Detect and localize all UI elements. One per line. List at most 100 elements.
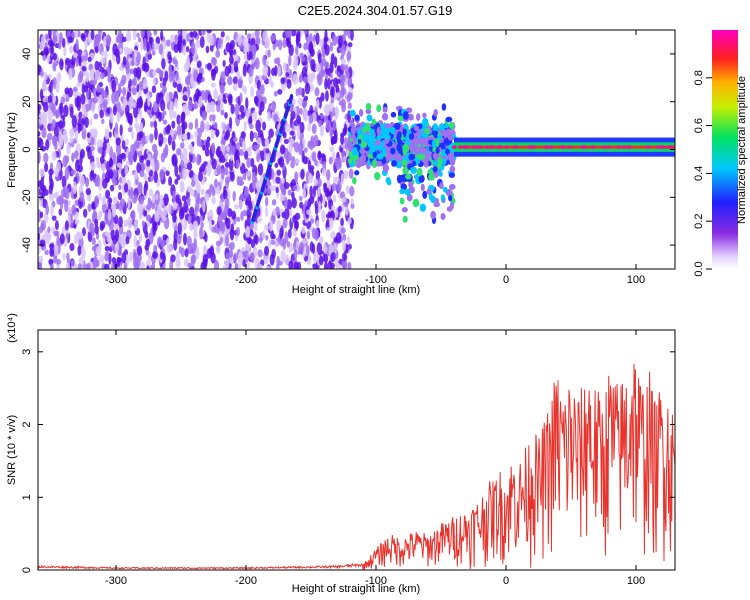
spectrogram-point bbox=[223, 185, 227, 196]
spectrogram-point bbox=[63, 104, 69, 118]
spectrogram-point bbox=[418, 153, 426, 160]
spectrogram-point bbox=[241, 140, 247, 153]
spectrogram-point bbox=[112, 169, 118, 179]
spectrogram-point bbox=[402, 166, 410, 175]
spectrogram-point bbox=[293, 248, 298, 260]
spectrogram-point bbox=[397, 115, 405, 122]
spectrogram-point bbox=[102, 195, 106, 205]
spectrogram-point bbox=[216, 245, 221, 254]
spectrogram-point bbox=[306, 209, 312, 215]
spectrogram-point bbox=[258, 237, 263, 244]
spectrogram-point bbox=[196, 76, 200, 83]
spectrogram-point bbox=[162, 85, 167, 93]
spectrogram-point bbox=[160, 239, 166, 248]
spectrogram-point bbox=[235, 158, 240, 170]
spectrogram-point bbox=[194, 131, 199, 138]
spectrogram-point bbox=[229, 54, 234, 65]
spectrogram-point bbox=[204, 232, 208, 243]
spectrogram-point bbox=[112, 196, 118, 204]
spectrogram-point bbox=[346, 51, 352, 62]
spectrogram-point bbox=[188, 143, 193, 151]
spectrogram-point bbox=[341, 197, 347, 203]
spectrogram-point bbox=[66, 143, 71, 155]
spectrogram-point bbox=[560, 145, 566, 149]
spectrogram-point bbox=[209, 101, 216, 109]
spectrogram-point bbox=[201, 105, 206, 112]
spectrogram-point bbox=[109, 184, 115, 192]
spectrogram-point bbox=[78, 123, 83, 132]
spectrogram-point bbox=[64, 220, 69, 231]
spectrogram-point bbox=[412, 198, 420, 208]
spectrogram-point bbox=[215, 49, 221, 59]
spectrogram-point bbox=[257, 94, 263, 101]
spectrogram-point bbox=[208, 221, 213, 231]
spectrogram-point bbox=[161, 58, 166, 70]
spectrogram-point bbox=[117, 191, 123, 201]
spectrogram-point bbox=[340, 227, 346, 234]
spectrogram-point bbox=[221, 168, 225, 180]
spectrogram-point bbox=[196, 190, 201, 204]
spectrogram-point bbox=[187, 162, 193, 171]
spectrogram-point bbox=[330, 53, 335, 65]
spectrogram-point bbox=[146, 159, 151, 167]
spectrogram-point bbox=[504, 145, 510, 149]
snr-y-label: SNR (10 * v/v) bbox=[6, 415, 18, 485]
spectrogram-point bbox=[65, 232, 69, 239]
spectrogram-point bbox=[270, 229, 274, 240]
spectrogram-point bbox=[52, 96, 57, 103]
spectrogram-point bbox=[55, 81, 60, 93]
spectrogram-point bbox=[347, 157, 353, 165]
spectrogram-x-ticks: -300 -200 -100 0 100 bbox=[105, 30, 645, 286]
spectrogram-point bbox=[328, 156, 333, 165]
spectrogram-point bbox=[408, 153, 416, 161]
spectrogram-point bbox=[136, 83, 140, 93]
spectrogram-point bbox=[225, 252, 231, 260]
spectrogram-point bbox=[350, 202, 355, 209]
spectrogram-point bbox=[138, 195, 145, 205]
spectrogram-point bbox=[441, 103, 447, 111]
spectrogram-point bbox=[187, 215, 192, 224]
spectrogram-point bbox=[146, 41, 150, 53]
spectrogram-point bbox=[175, 250, 180, 261]
spectrogram-point bbox=[257, 249, 263, 258]
spectrogram-point bbox=[225, 217, 231, 230]
spectrogram-point bbox=[430, 210, 436, 220]
spectrogram-point bbox=[357, 128, 363, 136]
spectrogram-point bbox=[116, 101, 121, 114]
spectrogram-point bbox=[471, 145, 477, 149]
spectrogram-point bbox=[331, 182, 337, 192]
spectrogram-point bbox=[236, 33, 243, 46]
spectrogram-point bbox=[309, 41, 313, 53]
spectrogram-point bbox=[183, 62, 189, 73]
spectrogram-point bbox=[56, 235, 60, 247]
snr-series-line bbox=[38, 363, 675, 570]
spectrogram-point bbox=[422, 122, 427, 131]
spectrogram-point bbox=[328, 100, 334, 112]
spectrogram-point bbox=[451, 145, 457, 149]
spectrogram-point bbox=[338, 100, 344, 106]
spectrogram-point bbox=[314, 228, 319, 242]
spectrogram-point bbox=[132, 30, 137, 41]
spectrogram-point bbox=[199, 215, 204, 222]
spectrogram-point bbox=[94, 218, 99, 227]
spectrogram-point bbox=[131, 87, 137, 96]
spectrogram-point bbox=[93, 128, 98, 139]
spectrogram-point bbox=[116, 112, 121, 123]
spectrogram-point bbox=[286, 240, 291, 248]
spectrogram-point bbox=[160, 99, 166, 112]
spectrogram-point bbox=[83, 208, 88, 218]
spectrogram-point bbox=[165, 125, 171, 135]
spectrogram-point bbox=[193, 228, 198, 239]
spectrogram-point bbox=[118, 184, 122, 191]
spectrogram-point bbox=[209, 44, 214, 52]
spectrogram-point bbox=[232, 83, 238, 92]
spectrogram-point bbox=[341, 58, 346, 65]
spectrogram-point bbox=[118, 216, 123, 228]
spectrogram-point bbox=[369, 134, 375, 141]
spectrogram-point bbox=[218, 92, 224, 101]
spectrogram-point bbox=[313, 134, 319, 147]
spectrogram-point bbox=[219, 235, 223, 245]
spectrogram-point bbox=[419, 137, 426, 145]
spectrogram-point bbox=[449, 121, 455, 130]
